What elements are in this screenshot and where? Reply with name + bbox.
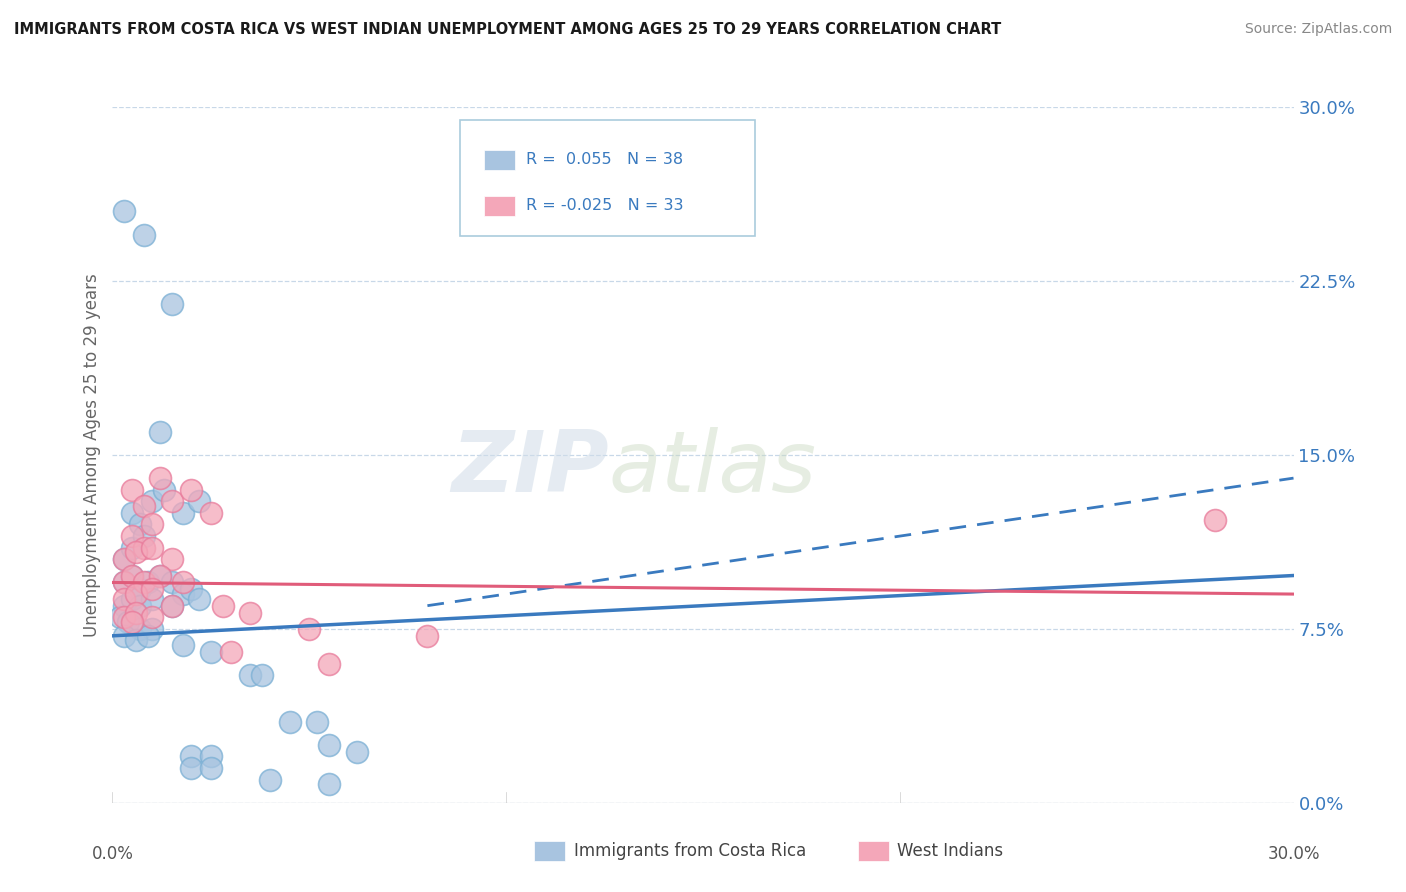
Point [121,615,143,629]
Point [180,582,202,597]
Point [121,541,143,555]
Point [200,506,222,520]
Point [125,606,148,620]
Point [160,494,183,508]
Text: West Indians: West Indians [897,842,1002,860]
Point [129,599,152,613]
Point [239,668,262,682]
Point [112,629,135,643]
Point [239,606,262,620]
Point [112,552,135,566]
Point [136,575,159,590]
Point [129,622,152,636]
Point [125,587,148,601]
Point [141,541,163,555]
Point [121,568,143,582]
Point [141,494,163,508]
Point [149,425,172,439]
Point [318,738,340,752]
Point [121,591,143,606]
Point [318,777,340,791]
Point [141,517,163,532]
Point [172,575,194,590]
Point [160,575,183,590]
Point [129,517,152,532]
Point [141,591,163,606]
Point [160,599,183,613]
Point [132,541,155,555]
Point [132,529,155,543]
Y-axis label: Unemployment Among Ages 25 to 29 years: Unemployment Among Ages 25 to 29 years [83,273,101,637]
Text: Immigrants from Costa Rica: Immigrants from Costa Rica [574,842,806,860]
Point [112,591,135,606]
Point [132,575,155,590]
Point [141,622,163,636]
Point [125,545,148,559]
Point [141,582,163,597]
Point [200,645,222,659]
Point [149,568,172,582]
Point [121,506,143,520]
Point [112,552,135,566]
Point [160,297,183,311]
Point [129,582,152,597]
Point [188,591,211,606]
Point [112,575,135,590]
Point [152,483,174,497]
Text: R = -0.025   N = 33: R = -0.025 N = 33 [526,198,683,212]
Point [346,745,368,759]
Point [318,657,340,671]
Point [298,622,321,636]
Point [112,204,135,219]
Point [307,714,329,729]
Point [121,529,143,543]
Point [117,615,139,629]
Point [112,610,135,624]
Point [180,749,202,764]
Point [219,645,242,659]
Point [110,610,132,624]
Point [160,599,183,613]
Point [180,483,202,497]
Point [125,633,148,648]
Point [172,506,194,520]
Point [132,499,155,513]
Point [112,575,135,590]
Text: ZIP: ZIP [451,427,609,510]
Point [211,599,233,613]
Point [136,629,159,643]
Point [132,227,155,242]
Point [121,568,143,582]
Point [259,772,281,787]
Point [200,761,222,775]
Text: IMMIGRANTS FROM COSTA RICA VS WEST INDIAN UNEMPLOYMENT AMONG AGES 25 TO 29 YEARS: IMMIGRANTS FROM COSTA RICA VS WEST INDIA… [14,22,1001,37]
Point [149,471,172,485]
Point [172,587,194,601]
Text: 0.0%: 0.0% [91,845,134,863]
Point [121,483,143,497]
Point [188,494,211,508]
Point [149,568,172,582]
Point [200,749,222,764]
Point [1204,513,1226,527]
Point [112,599,135,613]
Text: atlas: atlas [609,427,817,510]
Point [172,638,194,652]
Point [416,629,439,643]
Point [278,714,301,729]
Text: 30.0%: 30.0% [1267,845,1320,863]
Point [250,668,273,682]
Point [160,552,183,566]
Point [180,761,202,775]
Text: Source: ZipAtlas.com: Source: ZipAtlas.com [1244,22,1392,37]
Text: R =  0.055   N = 38: R = 0.055 N = 38 [526,152,683,167]
Point [141,610,163,624]
